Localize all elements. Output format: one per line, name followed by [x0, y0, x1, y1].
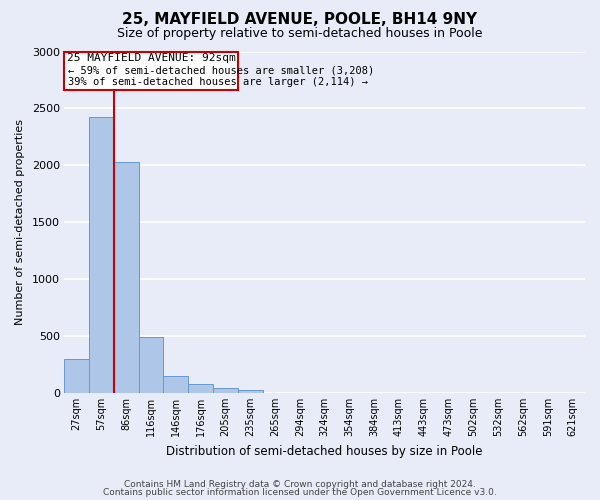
Text: 25, MAYFIELD AVENUE, POOLE, BH14 9NY: 25, MAYFIELD AVENUE, POOLE, BH14 9NY	[122, 12, 478, 28]
X-axis label: Distribution of semi-detached houses by size in Poole: Distribution of semi-detached houses by …	[166, 444, 483, 458]
Y-axis label: Number of semi-detached properties: Number of semi-detached properties	[15, 119, 25, 325]
Bar	[139, 337, 163, 392]
Text: Contains public sector information licensed under the Open Government Licence v3: Contains public sector information licen…	[103, 488, 497, 497]
Text: 39% of semi-detached houses are larger (2,114) →: 39% of semi-detached houses are larger (…	[68, 77, 368, 87]
Bar	[163, 376, 188, 392]
Bar	[213, 388, 238, 392]
Bar	[89, 118, 114, 392]
Bar	[64, 358, 89, 392]
Text: Size of property relative to semi-detached houses in Poole: Size of property relative to semi-detach…	[117, 28, 483, 40]
Bar	[188, 384, 213, 392]
Text: 25 MAYFIELD AVENUE: 92sqm: 25 MAYFIELD AVENUE: 92sqm	[67, 54, 235, 64]
Bar	[114, 162, 139, 392]
Text: ← 59% of semi-detached houses are smaller (3,208): ← 59% of semi-detached houses are smalle…	[68, 66, 374, 76]
Text: Contains HM Land Registry data © Crown copyright and database right 2024.: Contains HM Land Registry data © Crown c…	[124, 480, 476, 489]
FancyBboxPatch shape	[64, 52, 238, 90]
Bar	[238, 390, 263, 392]
